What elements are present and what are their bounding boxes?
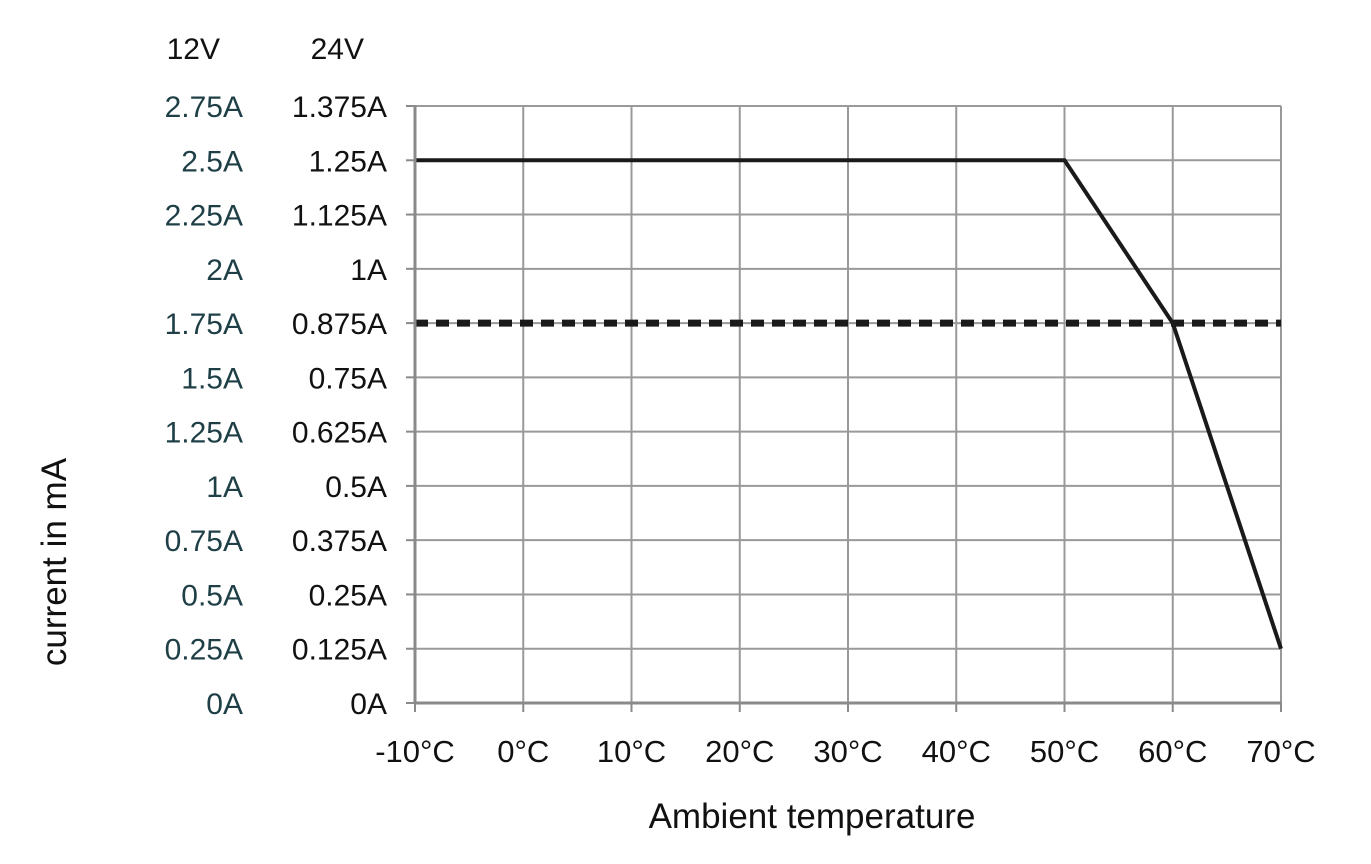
y-tick-label-12v: 2.25A: [165, 200, 243, 233]
y-tick-label-24v: 0A: [350, 688, 387, 721]
grid: [415, 105, 1282, 703]
x-tick-label: 60°C: [1138, 734, 1207, 769]
y-tick-label-12v: 1.5A: [181, 362, 243, 395]
y-tick-label-24v: 0.75A: [309, 362, 387, 395]
y-tick-label-12v: 0.75A: [165, 525, 243, 558]
y-tick-label-24v: 1.25A: [309, 145, 387, 178]
y-tick-label-12v: 0A: [206, 688, 243, 721]
y-tick-label-12v: 0.25A: [165, 634, 243, 667]
y-tick-label-24v: 0.875A: [292, 308, 387, 341]
axes: [406, 105, 1282, 712]
series-layer: [415, 158, 1283, 650]
y-tick-label-12v: 2.5A: [181, 145, 243, 178]
y-axis-24v-header: 24V: [311, 33, 364, 66]
y-tick-label-12v: 1A: [206, 471, 243, 504]
y-axis-12v-header: 12V: [167, 33, 220, 66]
y-axis-label: current in mA: [35, 457, 74, 666]
x-tick-label: -10°C: [375, 734, 455, 769]
x-tick-label: 50°C: [1030, 734, 1099, 769]
x-tick-label: 30°C: [813, 734, 882, 769]
y-tick-label-24v: 1A: [350, 254, 387, 287]
x-axis-tick-labels: -10°C 0°C 10°C 20°C 30°C 40°C 50°C 60°C 70°C: [375, 734, 1315, 769]
y-tick-label-24v: 0.125A: [292, 634, 387, 667]
x-tick-label: 10°C: [597, 734, 666, 769]
y-axis-24v-labels: 24V 0A 0.125A 0.25A 0.375A 0.5A 0.625A 0.75A 0.…: [292, 33, 387, 721]
y-tick-label-24v: 1.375A: [292, 91, 387, 124]
y-axis-12v-labels: 12V 0A 0.25A 0.5A 0.75A 1A 1.25A 1.5A 1.75A 2A 2.…: [165, 33, 243, 721]
x-tick-label: 40°C: [922, 734, 991, 769]
y-tick-label-24v: 0.25A: [309, 579, 387, 612]
y-tick-label-24v: 0.5A: [325, 471, 387, 504]
x-tick-label: 20°C: [705, 734, 774, 769]
y-tick-label-12v: 1.75A: [165, 308, 243, 341]
y-tick-label-24v: 0.375A: [292, 525, 387, 558]
x-tick-label: 0°C: [497, 734, 549, 769]
x-tick-label: 70°C: [1246, 734, 1315, 769]
y-tick-label-12v: 2.75A: [165, 91, 243, 124]
y-tick-label-12v: 0.5A: [181, 579, 243, 612]
series-line-solid: [415, 158, 1283, 650]
x-axis-label: Ambient temperature: [649, 797, 976, 836]
y-tick-label-12v: 2A: [206, 254, 243, 287]
y-tick-label-24v: 1.125A: [292, 200, 387, 233]
y-tick-label-24v: 0.625A: [292, 417, 387, 450]
y-tick-label-12v: 1.25A: [165, 417, 243, 450]
